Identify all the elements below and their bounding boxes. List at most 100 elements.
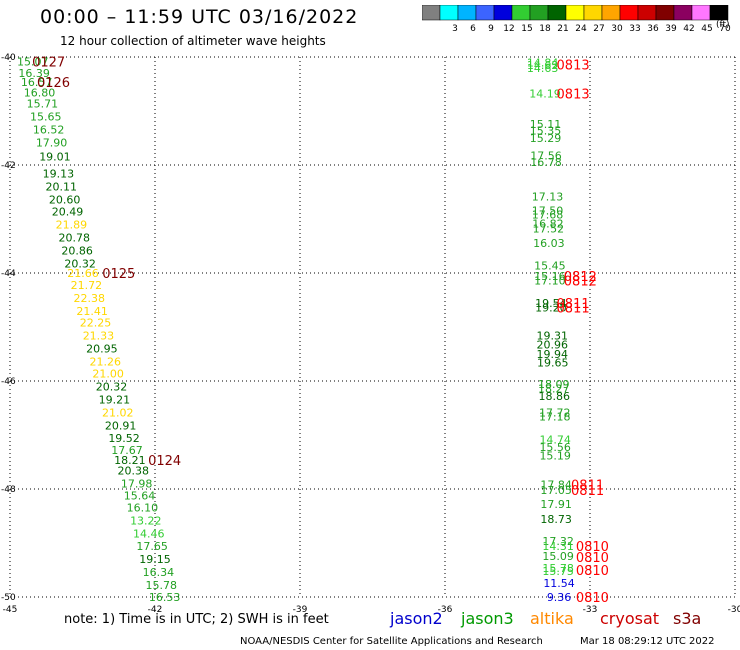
swh-value-label: 16.52 xyxy=(33,123,65,136)
legend-tick-label: 36 xyxy=(647,24,659,34)
legend-tick-label: 70 xyxy=(719,24,731,34)
y-tick-label: -46 xyxy=(1,377,16,387)
swh-value-label: 17.91 xyxy=(540,498,572,511)
legend-tick-label: 45 xyxy=(701,24,712,34)
time-label: 0811 xyxy=(557,297,590,312)
swh-value-label: 16.78 xyxy=(530,156,562,169)
swh-value-label: 17.05 xyxy=(540,484,572,497)
color-scale-legend: 3 6 9 12 15 18 21 24 27 30 33 36 39 42 45 70 xyxy=(422,5,731,34)
swh-value-label: 19.01 xyxy=(39,150,71,163)
swh-value-label: 15.65 xyxy=(30,110,62,123)
legend-tick-label: 33 xyxy=(629,24,640,34)
mission-label-cryosat: cryosat xyxy=(600,609,660,628)
swh-value-label: 18.86 xyxy=(538,390,570,403)
chart-title: 00:00 – 11:59 UTC 03/16/2022 xyxy=(40,6,359,28)
swh-value-label: 16.34 xyxy=(143,566,175,579)
time-label: 0127 xyxy=(32,55,65,70)
swh-value-label: 19.94 xyxy=(537,348,569,361)
time-label: 0811 xyxy=(571,479,604,494)
swh-value-label: 14.62 xyxy=(527,59,559,72)
swh-value-label: 21.26 xyxy=(89,356,121,369)
swh-value-label: 19.54 xyxy=(535,297,567,310)
legend-tick-label: 24 xyxy=(575,24,587,34)
swh-value-label: 9.36 xyxy=(547,591,572,604)
swh-value-label: 15.16 xyxy=(534,270,566,283)
swh-value-label: 16.10 xyxy=(127,501,159,514)
swh-value-label: 19.65 xyxy=(537,357,569,370)
swh-value-label: 22.38 xyxy=(74,292,106,305)
swh-value-label: 20.32 xyxy=(96,380,128,393)
swh-value-label: 17.65 xyxy=(136,540,168,553)
legend-tick-label: 18 xyxy=(539,24,551,34)
time-label: 0125 xyxy=(102,267,135,282)
swh-value-label: 19.52 xyxy=(108,432,140,445)
time-label: 0124 xyxy=(148,454,181,469)
swh-value-label: 20.96 xyxy=(537,338,569,351)
legend-tick-label: 3 xyxy=(452,24,458,34)
swh-value-label: 21.33 xyxy=(83,330,115,343)
swh-value-label: 15.78 xyxy=(542,562,574,575)
legend-tick-label: 42 xyxy=(683,24,694,34)
time-label: 0811 xyxy=(557,302,590,317)
footnote: note: 1) Time is in UTC; 2) SWH is in fe… xyxy=(64,612,329,627)
swh-value-label: 19.31 xyxy=(537,330,569,343)
swh-value-label: 14.63 xyxy=(527,62,559,75)
legend-swatch xyxy=(709,5,729,21)
swh-value-label: 17.50 xyxy=(532,204,564,217)
swh-value-label: 16.82 xyxy=(532,217,564,230)
swh-value-label: 19.15 xyxy=(139,553,171,566)
swh-value-label: 15.64 xyxy=(124,489,156,502)
swh-value-label: 17.32 xyxy=(542,535,574,548)
y-tick-label: -48 xyxy=(1,485,16,495)
swh-value-label: 17.18 xyxy=(539,411,571,424)
legend-tick-label: 39 xyxy=(665,24,677,34)
swh-value-label: 16.39 xyxy=(18,67,50,80)
swh-value-label: 17.84 xyxy=(540,479,572,492)
swh-value-label: 17.10 xyxy=(534,275,566,288)
swh-value-label: 15.19 xyxy=(539,450,571,463)
swh-value-label: 17.67 xyxy=(111,444,143,457)
swh-value-label: 18.21 xyxy=(114,454,146,467)
swh-value-label: 20.95 xyxy=(86,343,118,356)
swh-value-label: 20.60 xyxy=(49,194,81,207)
time-label: 0813 xyxy=(557,88,590,103)
swh-value-label: 18.09 xyxy=(538,378,570,391)
legend-tick-label: 30 xyxy=(611,24,623,34)
swh-value-label: 19.20 xyxy=(535,302,567,315)
y-tick-label: -44 xyxy=(1,269,16,279)
legend-tick-label: 21 xyxy=(557,24,568,34)
time-label: 0810 xyxy=(576,540,609,555)
chart-subtitle: 12 hour collection of altimeter wave hei… xyxy=(60,34,326,48)
legend-tick-label: 12 xyxy=(503,24,514,34)
swh-value-label: 14.19 xyxy=(529,88,561,101)
swh-value-label: 15.56 xyxy=(539,441,571,454)
swh-value-label: 17.98 xyxy=(121,478,153,491)
swh-value-label: 20.78 xyxy=(59,231,91,244)
swh-value-label: 15.29 xyxy=(530,132,562,145)
swh-value-label: 14.46 xyxy=(133,527,165,540)
swh-value-label: 20.38 xyxy=(118,465,150,478)
swh-value-label: 15.75 xyxy=(542,565,574,578)
legend-tick-label: 6 xyxy=(470,24,476,34)
swh-value-label: 20.86 xyxy=(61,244,93,257)
swh-value-label: 19.21 xyxy=(99,393,131,406)
mission-label-s3a: s3a xyxy=(673,609,702,628)
mission-label-jason2: jason2 xyxy=(390,609,443,628)
swh-value-label: 16.80 xyxy=(24,87,56,100)
time-label: 0126 xyxy=(37,76,70,91)
swh-value-label: 16.53 xyxy=(149,591,181,604)
y-tick-label: -42 xyxy=(1,161,16,171)
swh-value-label: 17.52 xyxy=(533,223,565,236)
swh-value-label: 17.13 xyxy=(532,190,564,203)
swh-value-label: 15.45 xyxy=(534,259,566,272)
swh-value-label: 11.54 xyxy=(543,577,575,590)
swh-value-label: 13.22 xyxy=(130,514,162,527)
legend-tick-label: 27 xyxy=(593,24,604,34)
time-label: 0810 xyxy=(576,564,609,579)
swh-value-label: 21.66 xyxy=(67,267,99,280)
legend-tick-label: 9 xyxy=(488,24,494,34)
swh-value-label: 21.00 xyxy=(92,367,124,380)
swh-value-label: 21.41 xyxy=(76,305,108,318)
generation-timestamp: Mar 18 08:29:12 UTC 2022 xyxy=(580,636,715,647)
